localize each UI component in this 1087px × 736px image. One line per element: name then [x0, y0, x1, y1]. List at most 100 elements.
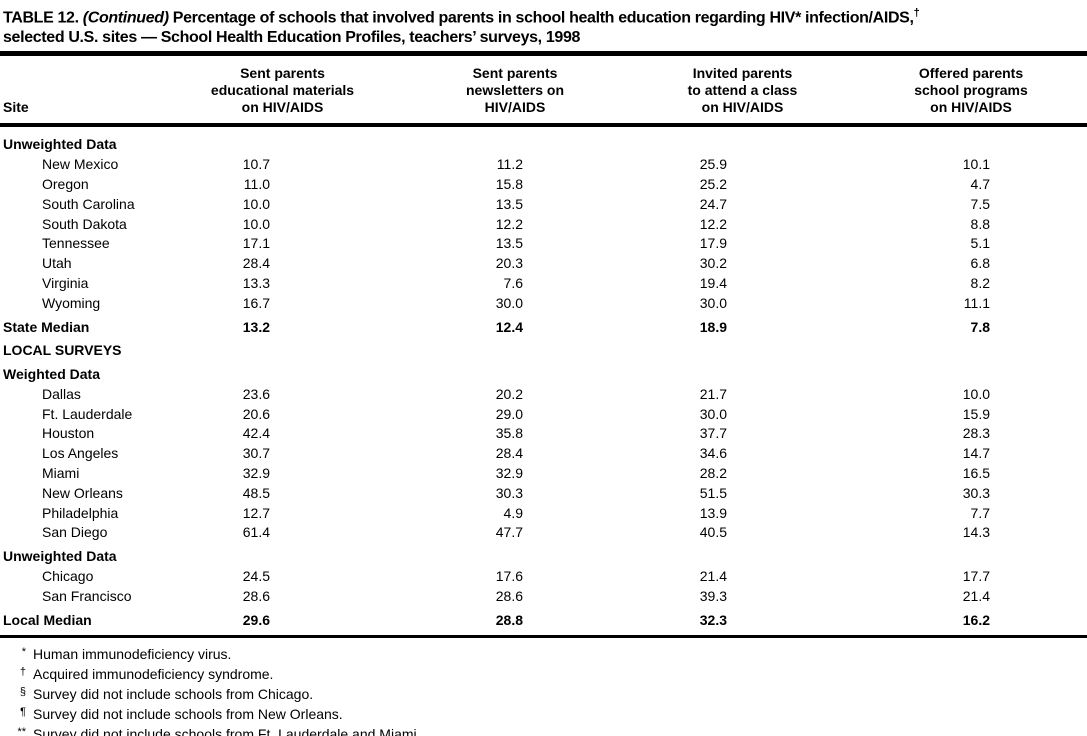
median-row: Local Median 29.6 28.8 32.3 16.2: [0, 611, 1087, 631]
value-cell: 28.3: [962, 425, 990, 442]
footnotes: * Human immunodeficiency virus. † Acquir…: [0, 638, 1087, 736]
value-cell: 20.2: [495, 385, 523, 402]
value-cell: 13.5: [495, 195, 523, 212]
footnote-text: Survey did not include schools from New …: [33, 706, 343, 723]
value-cell: 19.4: [699, 274, 727, 291]
value-cell: 32.9: [495, 465, 523, 482]
row-label: Wyoming: [42, 294, 101, 311]
table-row: South Carolina 10.0 13.5 24.7 7.5: [0, 195, 1087, 215]
value-cell: 48.5: [242, 484, 270, 501]
section-row: Weighted Data: [0, 365, 1087, 385]
row-label: New Mexico: [42, 156, 119, 173]
value-cell: 21.7: [699, 385, 727, 402]
row-label: San Francisco: [42, 587, 132, 604]
value-cell: 24.7: [699, 195, 727, 212]
table-title: TABLE 12. (Continued) Percentage of scho…: [0, 0, 1087, 48]
footnote: ¶ Survey did not include schools from Ne…: [0, 704, 1087, 724]
value-cell: 51.5: [699, 484, 727, 501]
table-row: South Dakota 10.0 12.2 12.2 8.8: [0, 215, 1087, 235]
table-row: Tennessee 17.1 13.5 17.9 5.1: [0, 234, 1087, 254]
footnote-marker: *: [21, 646, 26, 659]
table-number: TABLE 12.: [3, 9, 83, 27]
row-label: Unweighted Data: [3, 136, 117, 153]
value-cell: 17.6: [495, 568, 523, 585]
row-label: Los Angeles: [42, 445, 119, 462]
column-header-school-programs: Offered parents school programs on HIV/A…: [914, 65, 1028, 116]
value-cell: 30.0: [699, 294, 727, 311]
table-row: Chicago 24.5 17.6 21.4 17.7: [0, 567, 1087, 587]
value-cell: 7.7: [970, 504, 990, 521]
value-cell: 10.0: [242, 215, 270, 232]
value-cell: 32.9: [242, 465, 270, 482]
value-cell: 10.7: [242, 156, 270, 173]
value-cell: 5.1: [970, 235, 990, 252]
table-row: Dallas 23.6 20.2 21.7 10.0: [0, 385, 1087, 405]
footnote: § Survey did not include schools from Ch…: [0, 684, 1087, 704]
value-cell: 30.0: [495, 294, 523, 311]
table-row: Utah 28.4 20.3 30.2 6.8: [0, 254, 1087, 274]
value-cell: 6.8: [970, 255, 990, 272]
value-cell: 12.7: [242, 504, 270, 521]
footnote-text: Acquired immunodeficiency syndrome.: [33, 666, 274, 683]
value-cell: 23.6: [242, 385, 270, 402]
value-cell: 17.1: [242, 235, 270, 252]
table-row: Ft. Lauderdale 20.6 29.0 30.0 15.9: [0, 405, 1087, 425]
value-cell: 21.4: [699, 568, 727, 585]
continued-note: (Continued): [82, 9, 169, 27]
row-label: Dallas: [42, 385, 81, 402]
table-row: Philadelphia 12.7 4.9 13.9 7.7: [0, 504, 1087, 524]
value-cell: 28.4: [242, 255, 270, 272]
footnote: * Human immunodeficiency virus.: [0, 644, 1087, 664]
value-cell: 28.2: [699, 465, 727, 482]
value-cell: 12.4: [495, 318, 523, 335]
value-cell: 24.5: [242, 568, 270, 585]
value-cell: 14.3: [962, 524, 990, 541]
row-label: Chicago: [42, 568, 94, 585]
footnote-marker: §: [19, 686, 26, 699]
section-row: Unweighted Data: [0, 547, 1087, 567]
value-cell: 11.1: [963, 294, 990, 311]
table-row: New Orleans 48.5 30.3 51.5 30.3: [0, 484, 1087, 504]
table-row: Houston 42.4 35.8 37.7 28.3: [0, 424, 1087, 444]
title-divider: [0, 51, 1087, 57]
column-header-educational-materials: Sent parents educational materials on HI…: [210, 65, 355, 116]
value-cell: 13.5: [495, 235, 523, 252]
value-cell: 10.0: [962, 385, 990, 402]
value-cell: 8.8: [970, 215, 990, 232]
value-cell: 16.5: [962, 465, 990, 482]
value-cell: 30.0: [699, 405, 727, 422]
value-cell: 39.3: [699, 587, 727, 604]
value-cell: 13.2: [242, 318, 270, 335]
value-cell: 17.7: [962, 568, 990, 585]
column-headers: Site Sent parents educational materials …: [0, 56, 1087, 123]
table-row: Oregon 11.0 15.8 25.2 4.7: [0, 175, 1087, 195]
row-label: Tennessee: [42, 235, 110, 252]
value-cell: 30.3: [495, 484, 523, 501]
value-cell: 32.3: [699, 611, 727, 628]
value-cell: 28.6: [495, 587, 523, 604]
row-label: Virginia: [42, 274, 89, 291]
title-text-line2: selected U.S. sites — School Health Educ…: [3, 29, 581, 47]
value-cell: 14.7: [962, 445, 990, 462]
value-cell: 29.6: [242, 611, 270, 628]
value-cell: 15.8: [495, 175, 523, 192]
value-cell: 12.2: [495, 215, 523, 232]
value-cell: 7.8: [970, 318, 990, 335]
value-cell: 42.4: [242, 425, 270, 442]
value-cell: 10.0: [242, 195, 270, 212]
section-row: Unweighted Data: [0, 135, 1087, 155]
table-body: Unweighted Data New Mexico 10.7 11.2 25.9 10.…: [0, 127, 1087, 630]
row-label: Oregon: [42, 175, 89, 192]
value-cell: 4.7: [970, 175, 990, 192]
section-row: LOCAL SURVEYS: [0, 341, 1087, 361]
value-cell: 30.7: [242, 445, 270, 462]
row-label: Philadelphia: [42, 504, 119, 521]
row-label: Miami: [42, 465, 80, 482]
median-row: State Median 13.2 12.4 18.9 7.8: [0, 318, 1087, 338]
row-label: Ft. Lauderdale: [42, 405, 133, 422]
row-label: San Diego: [42, 524, 108, 541]
value-cell: 10.1: [962, 156, 990, 173]
table-row: Virginia 13.3 7.6 19.4 8.2: [0, 274, 1087, 294]
table-row: Wyoming 16.7 30.0 30.0 11.1: [0, 294, 1087, 314]
value-cell: 20.3: [495, 255, 523, 272]
